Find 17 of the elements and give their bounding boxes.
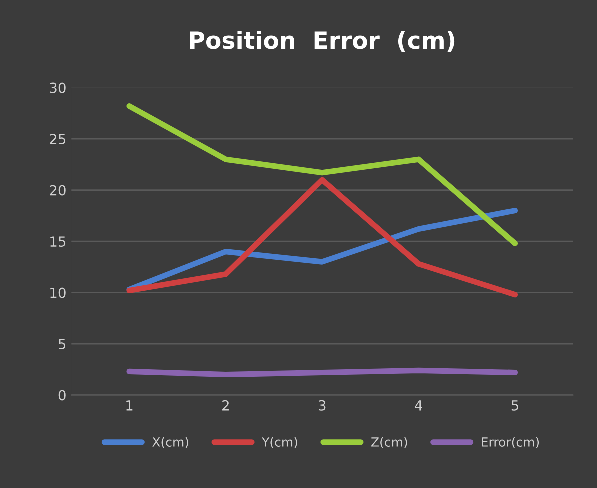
- x-tick-label: 4: [415, 400, 422, 411]
- chart-title: Position Error (cm): [190, 31, 455, 52]
- y-tick-label: 20: [50, 185, 66, 196]
- y-tick-label: 10: [50, 288, 66, 298]
- legend-label: X(cm): [152, 437, 188, 448]
- legend-label: Error(cm): [482, 437, 540, 448]
- y-tick-label: 25: [50, 134, 66, 145]
- x-tick-label: 2: [222, 400, 229, 411]
- y-tick-label: 0: [58, 390, 66, 401]
- x-tick-label: 1: [126, 400, 133, 411]
- y-tick-label: 5: [59, 339, 66, 350]
- x-tick-label: 3: [319, 400, 326, 411]
- x-tick-label: 5: [512, 400, 518, 411]
- y-tick-label: 30: [50, 82, 66, 94]
- y-tick-label: 15: [50, 236, 66, 248]
- legend-label: Z(cm): [372, 437, 408, 448]
- legend-label: Y(cm): [262, 437, 298, 448]
